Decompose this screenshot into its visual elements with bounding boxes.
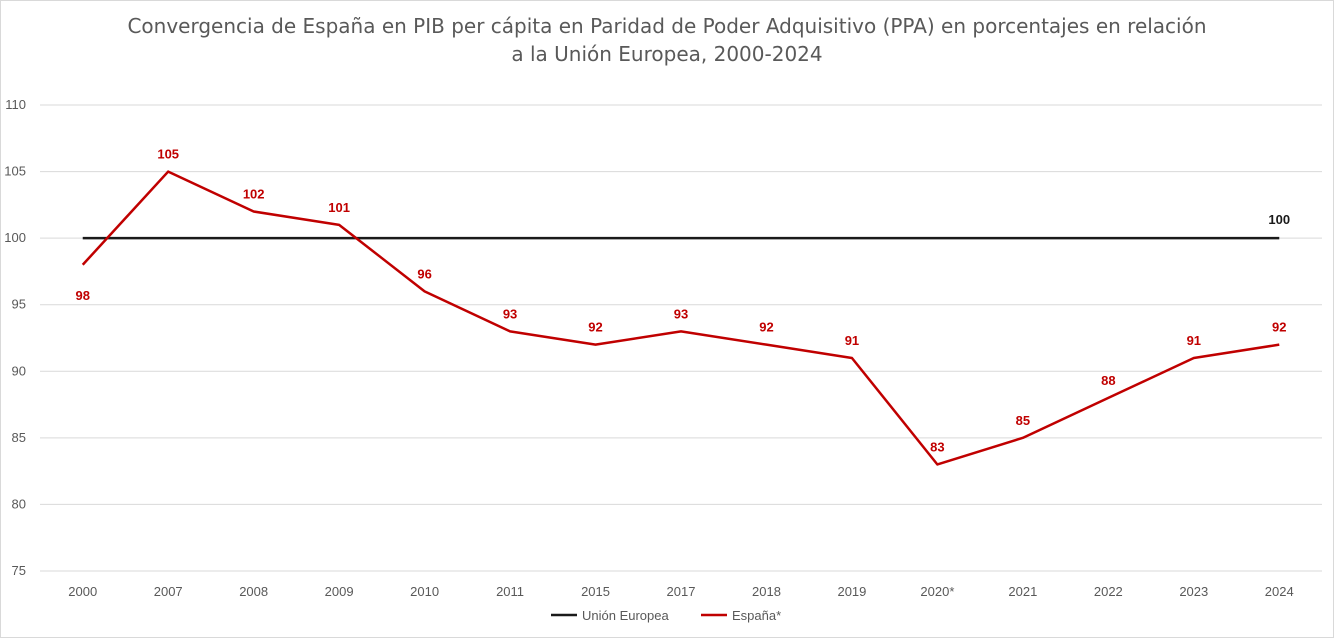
data-label: 92 (759, 320, 773, 335)
data-labels: 100 98 105 102 101 96 93 92 93 92 91 83 85 88 91 92 (75, 147, 1290, 455)
legend-label: España* (732, 608, 781, 623)
chart-title-line-1: Convergencia de España en PIB per cápita… (127, 14, 1207, 38)
data-label: 91 (845, 333, 859, 348)
x-tick-label: 2019 (837, 584, 866, 599)
x-tick-label: 2020* (920, 584, 954, 599)
data-label: 96 (417, 266, 431, 281)
x-tick-label: 2015 (581, 584, 610, 599)
gridlines (40, 104, 1322, 572)
series-lines (81, 170, 1280, 466)
x-tick-label: 2008 (239, 584, 268, 599)
data-label: 92 (1272, 320, 1286, 335)
data-label: 85 (1016, 413, 1030, 428)
data-label: 102 (243, 187, 265, 202)
y-axis-ticks: 75 80 85 90 95 100 105 110 (4, 97, 26, 578)
x-tick-label: 2009 (325, 584, 354, 599)
x-tick-label: 2018 (752, 584, 781, 599)
y-tick-label: 95 (12, 297, 26, 312)
data-label: 83 (930, 439, 944, 454)
y-tick-label: 85 (12, 430, 26, 445)
x-tick-label: 2011 (496, 584, 524, 599)
x-tick-label: 2017 (667, 584, 696, 599)
y-tick-label: 105 (4, 164, 26, 179)
x-tick-label: 2021 (1008, 584, 1037, 599)
x-axis-ticks: 2000 2007 2008 2009 2010 2011 2015 2017 2018 2019… (68, 584, 1293, 599)
data-label: 100 (1268, 212, 1290, 227)
data-label: 105 (157, 147, 179, 162)
legend: Unión Europea España* (551, 608, 781, 623)
legend-label: Unión Europea (582, 608, 669, 623)
y-tick-label: 110 (5, 97, 26, 112)
x-tick-label: 2023 (1179, 584, 1208, 599)
data-label: 91 (1187, 333, 1201, 348)
data-label: 98 (75, 288, 89, 303)
data-label: 101 (328, 200, 350, 215)
chart-title-line-2: a la Unión Europea, 2000-2024 (511, 42, 823, 66)
x-tick-label: 2024 (1265, 584, 1294, 599)
y-tick-label: 90 (12, 363, 26, 378)
x-tick-label: 2010 (410, 584, 439, 599)
x-tick-label: 2007 (154, 584, 183, 599)
data-label: 93 (503, 306, 517, 321)
data-label: 92 (588, 320, 602, 335)
y-tick-label: 100 (4, 230, 26, 245)
chart-title: Convergencia de España en PIB per cápita… (0, 12, 1334, 68)
y-tick-label: 75 (12, 563, 26, 578)
y-tick-label: 80 (12, 496, 26, 511)
data-label: 93 (674, 306, 688, 321)
data-label: 88 (1101, 373, 1115, 388)
x-tick-label: 2022 (1094, 584, 1123, 599)
series-line-1 (81, 170, 1280, 466)
x-tick-label: 2000 (68, 584, 97, 599)
